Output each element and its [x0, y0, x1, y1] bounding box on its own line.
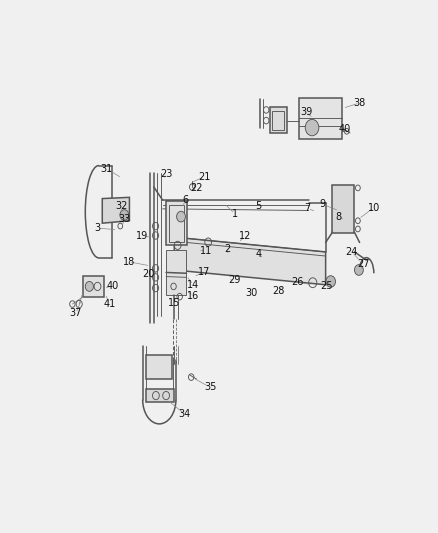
Text: 8: 8 [335, 212, 341, 222]
Text: 24: 24 [346, 247, 358, 257]
Text: 27: 27 [357, 259, 370, 269]
Text: 5: 5 [255, 200, 261, 211]
Polygon shape [174, 237, 325, 285]
Bar [270, 108, 286, 133]
Text: 18: 18 [123, 257, 135, 267]
Text: 30: 30 [245, 288, 257, 297]
Text: 21: 21 [198, 172, 210, 182]
Text: 9: 9 [320, 199, 326, 209]
Text: 20: 20 [142, 269, 154, 279]
Bar [146, 356, 172, 379]
Text: 6: 6 [182, 195, 188, 205]
Text: 7: 7 [304, 204, 311, 213]
Bar [299, 99, 342, 139]
Text: 11: 11 [200, 246, 212, 256]
Text: 37: 37 [70, 309, 82, 319]
Text: 39: 39 [300, 107, 312, 117]
Text: 10: 10 [368, 203, 380, 213]
Text: 29: 29 [229, 275, 241, 285]
Text: 23: 23 [161, 168, 173, 179]
Text: 38: 38 [353, 98, 366, 108]
Bar [332, 184, 354, 233]
Text: 4: 4 [255, 248, 261, 259]
Text: 32: 32 [116, 201, 128, 212]
Bar [272, 111, 284, 131]
Text: 28: 28 [272, 286, 284, 295]
Text: 12: 12 [239, 231, 252, 241]
Text: 3: 3 [94, 223, 100, 233]
Text: 40: 40 [339, 124, 351, 134]
Bar [146, 389, 173, 402]
Text: 1: 1 [232, 209, 238, 219]
Text: 26: 26 [291, 277, 304, 287]
Text: 33: 33 [118, 214, 131, 224]
Text: 35: 35 [204, 382, 216, 392]
Text: 25: 25 [320, 281, 332, 292]
Text: 16: 16 [187, 291, 199, 301]
Text: 2: 2 [225, 245, 231, 254]
Bar [169, 205, 184, 242]
Circle shape [354, 265, 363, 276]
Text: 17: 17 [198, 268, 210, 278]
Bar [83, 276, 104, 297]
Bar [166, 251, 186, 295]
Circle shape [120, 209, 129, 220]
Polygon shape [102, 197, 130, 223]
Text: 19: 19 [136, 231, 148, 241]
Circle shape [177, 211, 185, 222]
Circle shape [305, 119, 319, 136]
Text: 14: 14 [187, 280, 199, 290]
Text: 41: 41 [104, 299, 116, 309]
Text: 40: 40 [107, 280, 119, 290]
Circle shape [85, 281, 93, 292]
Text: 22: 22 [191, 183, 203, 193]
Text: 15: 15 [168, 298, 180, 308]
Circle shape [326, 276, 336, 287]
Text: 31: 31 [100, 164, 113, 174]
Text: 34: 34 [178, 409, 191, 418]
Bar [166, 201, 187, 245]
